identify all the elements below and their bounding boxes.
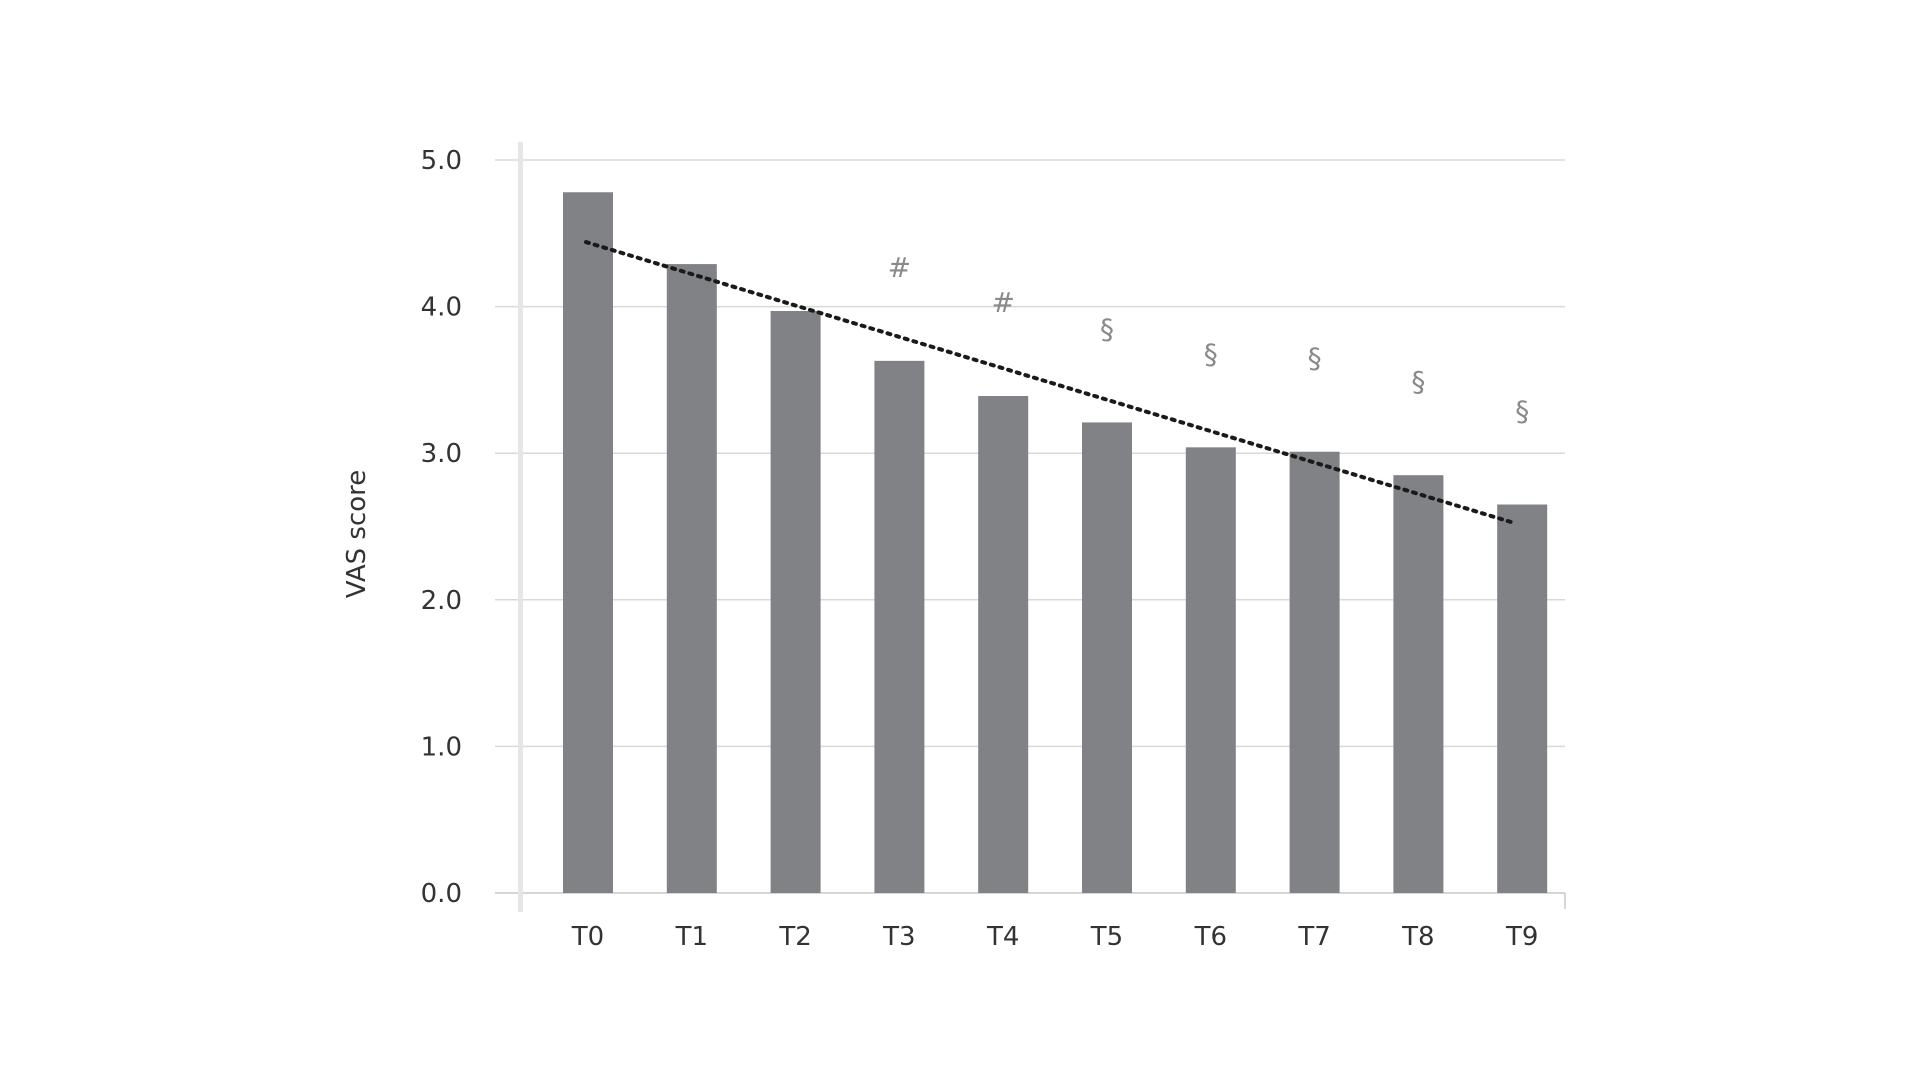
y-tick-label: 1.0 (421, 732, 462, 762)
bar-T9 (1497, 504, 1548, 893)
x-tick-label: T0 (571, 922, 604, 952)
annotation-T6: § (1204, 337, 1218, 370)
x-tick-label: T8 (1401, 922, 1434, 952)
y-tick-label: 3.0 (421, 439, 462, 469)
x-tick-label: T2 (778, 922, 811, 952)
annotation-T9: § (1515, 395, 1529, 428)
bar-T1 (666, 264, 717, 893)
y-tick-label: 5.0 (421, 146, 462, 176)
x-tick-label: T6 (1194, 922, 1227, 952)
x-tick-label: T9 (1505, 922, 1538, 952)
y-axis-title: VAS score (342, 470, 372, 599)
trendline (584, 240, 1519, 526)
x-tick-label: T3 (882, 922, 915, 952)
bar-T5 (1082, 422, 1132, 893)
annotation-T5: § (1100, 312, 1114, 345)
bar-T8 (1393, 475, 1444, 893)
bar-T0 (563, 192, 613, 893)
y-tick-label: 2.0 (421, 586, 462, 616)
annotation-T8: § (1411, 365, 1425, 398)
x-tick-label: T7 (1297, 922, 1330, 952)
bar-T6 (1185, 447, 1236, 893)
bar-T2 (770, 310, 821, 893)
annotation-T3: # (888, 251, 911, 284)
annotation-T4: # (991, 286, 1014, 319)
x-tick-label: T5 (1090, 922, 1123, 952)
y-tick-labels: 0.0 1.0 2.0 3.0 4.0 5.0 (421, 146, 462, 909)
bar-T3 (874, 360, 925, 893)
trendline-group (584, 240, 1519, 526)
left-axis-bar (518, 142, 523, 912)
significance-annotations: # # § § § § § (888, 251, 1530, 428)
bar-T4 (978, 396, 1029, 893)
y-tick-label: 4.0 (421, 293, 462, 323)
x-tick-label: T4 (986, 922, 1019, 952)
bars (563, 192, 1548, 893)
bar-T7 (1289, 451, 1340, 893)
annotation-T7: § (1308, 342, 1322, 375)
y-tick-label: 0.0 (421, 879, 462, 909)
x-tick-labels: T0 T1 T2 T3 T4 T5 T6 T7 T8 T9 (571, 922, 1539, 952)
x-tick-label: T1 (675, 922, 708, 952)
